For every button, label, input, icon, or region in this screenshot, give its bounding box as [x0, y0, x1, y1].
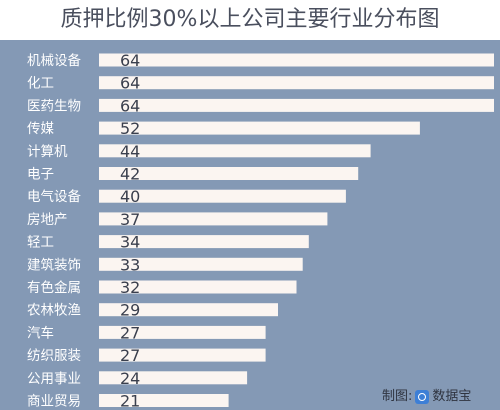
bar [99, 348, 266, 362]
bar [99, 98, 494, 112]
value-label: 42 [120, 165, 140, 184]
category-label: 传媒 [27, 121, 54, 137]
value-label: 44 [120, 142, 140, 161]
category-label: 有色金属 [27, 279, 81, 296]
value-label: 32 [120, 278, 140, 297]
category-label: 电气设备 [27, 188, 81, 205]
value-label: 27 [120, 323, 140, 342]
databao-logo-icon [415, 390, 430, 404]
category-label: 轻工 [27, 235, 54, 251]
category-label: 公用事业 [27, 371, 81, 387]
bar [99, 121, 420, 135]
value-label: 21 [120, 392, 140, 410]
value-label: 64 [120, 74, 140, 93]
credit: 制图: 数据宝 [382, 387, 471, 407]
category-label: 商业贸易 [27, 394, 81, 410]
bar [99, 212, 328, 226]
bar [99, 303, 278, 317]
value-label: 33 [120, 255, 140, 274]
bar [99, 257, 303, 271]
value-label: 34 [120, 233, 140, 252]
bar [99, 53, 494, 67]
value-label: 24 [120, 369, 140, 388]
category-label: 房地产 [27, 212, 68, 228]
category-label: 纺织服装 [27, 348, 81, 364]
category-label: 医药生物 [27, 98, 81, 114]
chart-title: 质押比例30%以上公司主要行业分布图 [0, 0, 500, 40]
category-label: 汽车 [27, 324, 54, 341]
bar [99, 189, 346, 203]
value-label: 29 [120, 301, 140, 320]
credit-label: 制图: [382, 389, 413, 404]
bar [99, 325, 266, 339]
value-label: 27 [120, 346, 140, 365]
bar [99, 371, 248, 385]
value-label: 40 [120, 187, 140, 206]
bar [99, 394, 229, 407]
value-label: 37 [120, 210, 140, 229]
bar [99, 167, 359, 180]
bar [99, 235, 309, 249]
value-label: 64 [120, 96, 140, 115]
category-label: 机械设备 [27, 52, 81, 69]
category-label: 计算机 [27, 144, 68, 160]
bar [99, 280, 297, 294]
category-label: 建筑装饰 [27, 257, 81, 273]
category-label: 电子 [27, 167, 54, 183]
credit-brand: 数据宝 [432, 389, 472, 404]
value-label: 52 [120, 119, 140, 138]
bar [99, 76, 494, 90]
category-label: 化工 [27, 76, 54, 92]
value-label: 64 [120, 51, 140, 70]
category-label: 农林牧渔 [27, 303, 81, 319]
bar [99, 144, 371, 158]
